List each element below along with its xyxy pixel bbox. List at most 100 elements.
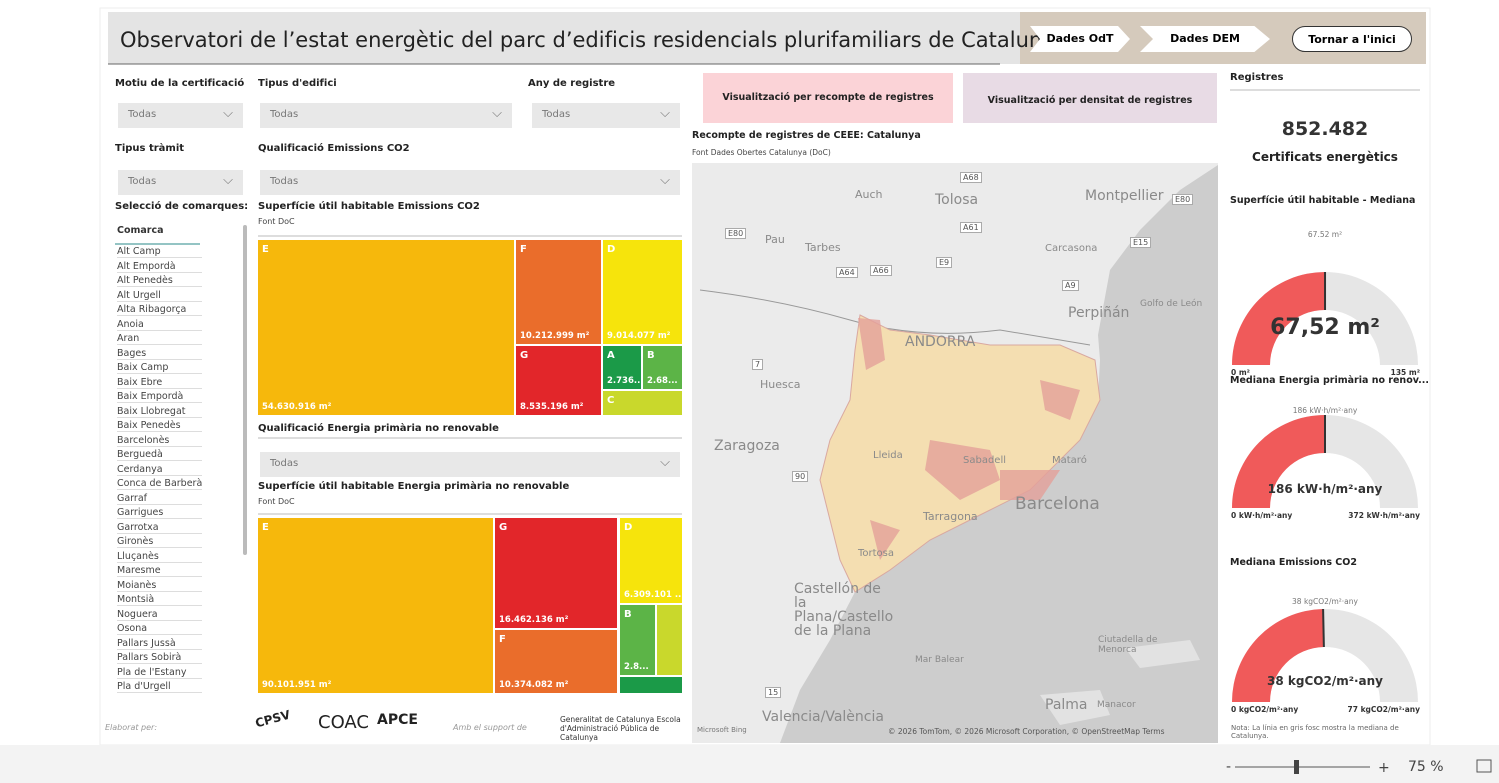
list-item[interactable]: Pallars Sobirà <box>117 652 202 664</box>
chevron: ⌵ <box>492 106 502 121</box>
list-item[interactable]: Garrigues <box>117 507 202 519</box>
tile-label: D <box>607 244 678 255</box>
list-item[interactable]: Gironès <box>117 536 202 548</box>
treemap-tile[interactable] <box>657 605 682 675</box>
map-label: Barcelona <box>1015 494 1100 514</box>
list-item[interactable]: Alt Urgell <box>117 290 202 302</box>
list-item[interactable]: Lluçanès <box>117 551 202 563</box>
dropdown[interactable]: Todas⌵ <box>260 170 680 195</box>
gauge-title: Mediana Emissions CO2 <box>1230 557 1357 568</box>
dropdown[interactable]: Todas⌵ <box>532 103 680 128</box>
list-item[interactable]: Pla d'Urgell <box>117 681 202 693</box>
count: 852.482 <box>1230 118 1420 140</box>
list-item[interactable]: Bages <box>117 348 202 360</box>
status-bar <box>0 745 1499 783</box>
map-label: ANDORRA <box>905 334 975 350</box>
tile-value: 2.8... <box>624 662 649 672</box>
chevron: ⌵ <box>660 455 670 470</box>
zoom-in[interactable]: + <box>1378 760 1390 776</box>
list-item[interactable]: Pallars Jussà <box>117 638 202 650</box>
road-shield: E15 <box>1130 237 1151 248</box>
dropdown[interactable]: Todas⌵ <box>260 103 512 128</box>
nav-button[interactable]: Dades OdT <box>1030 26 1130 52</box>
map-label: Carcasona <box>1045 243 1097 254</box>
treemap-tile[interactable]: C <box>603 391 682 415</box>
list-item[interactable]: Alt Empordà <box>117 261 202 273</box>
view-button[interactable]: Visualització per recompte de registres <box>703 73 953 123</box>
zoom-thumb[interactable] <box>1294 760 1299 774</box>
list-item[interactable]: Anoia <box>117 319 202 331</box>
dropdown[interactable]: Todas⌵ <box>118 103 243 128</box>
list-item[interactable]: Garrotxa <box>117 522 202 534</box>
list-item[interactable]: Cerdanya <box>117 464 202 476</box>
list-item[interactable]: Conca de Barberà <box>117 478 202 490</box>
road-shield: E80 <box>725 228 746 239</box>
list-item[interactable]: Alt Penedès <box>117 275 202 287</box>
gauge-value-label: 186 kW·h/m²·any <box>1230 482 1420 496</box>
tile-value: 9.014.077 m² <box>607 331 670 341</box>
list-item[interactable]: Berguedà <box>117 449 202 461</box>
map-label: Lleida <box>873 450 903 461</box>
road-shield: A66 <box>870 265 892 276</box>
treemap-tile[interactable]: D 9.014.077 m² <box>603 240 682 344</box>
list-item[interactable]: Garraf <box>117 493 202 505</box>
list-item[interactable]: Maresme <box>117 565 202 577</box>
treemap-tile[interactable]: E 90.101.951 m² <box>258 518 493 693</box>
tile-value: 6.309.101 ... <box>624 590 682 600</box>
map-label: Tortosa <box>858 548 894 559</box>
tile-label: E <box>262 522 489 533</box>
list-item[interactable]: Osona <box>117 623 202 635</box>
treemap-title: Superfície útil habitable Emissions CO2 <box>258 201 480 212</box>
road-shield: E9 <box>936 257 952 268</box>
treemap-tile[interactable]: D 6.309.101 ... <box>620 518 682 603</box>
map-label: Mataró <box>1052 455 1087 466</box>
gauge-max: 77 kgCO2/m²·any <box>1230 705 1420 714</box>
list-item[interactable]: Pla de l'Estany <box>117 667 202 679</box>
treemap-tile[interactable] <box>620 677 682 693</box>
nav-button[interactable]: Tornar a l'inici <box>1292 26 1412 52</box>
list-item[interactable]: Barcelonès <box>117 435 202 447</box>
treemap-source: Font DoC <box>258 217 295 226</box>
tile-value: 2.736... <box>607 376 641 386</box>
list-item[interactable]: Baix Penedès <box>117 420 202 432</box>
tile-label: G <box>520 350 597 361</box>
tile-value: 90.101.951 m² <box>262 680 331 690</box>
scrollbar[interactable] <box>243 225 247 555</box>
filter-label: Any de registre <box>528 78 615 89</box>
tile-label: D <box>624 522 678 533</box>
treemap-title: Superfície útil habitable Energia primàr… <box>258 481 569 492</box>
nav-button[interactable]: Dades DEM <box>1140 26 1270 52</box>
map-label: Tarbes <box>805 241 841 254</box>
list-item[interactable]: Baix Llobregat <box>117 406 202 418</box>
map-label: Huesca <box>760 378 801 391</box>
list-item[interactable]: Montsià <box>117 594 202 606</box>
road-shield: 7 <box>752 359 763 370</box>
gauge-title: Superfície útil habitable - Mediana <box>1230 195 1415 206</box>
view-button[interactable]: Visualització per densitat de registres <box>963 73 1217 123</box>
list-item[interactable]: Moianès <box>117 580 202 592</box>
list-item[interactable]: Alt Camp <box>117 246 202 258</box>
list-header: Comarca <box>117 225 164 236</box>
road-shield: A9 <box>1062 280 1079 291</box>
tile-value: 10.212.999 m² <box>520 331 589 341</box>
institution: Generalitat de Catalunya Escola d'Admini… <box>560 715 685 742</box>
map-label: Montpellier <box>1085 188 1164 204</box>
zoom-out[interactable]: - <box>1226 759 1231 775</box>
list-item[interactable]: Baix Empordà <box>117 391 202 403</box>
filter-label: Motiu de la certificació <box>115 78 244 89</box>
dropdown[interactable]: Todas⌵ <box>118 170 243 195</box>
dropdown[interactable]: Todas⌵ <box>260 452 680 477</box>
list-item[interactable]: Alta Ribagorça <box>117 304 202 316</box>
list-item[interactable]: Aran <box>117 333 202 345</box>
list-item[interactable]: Baix Ebre <box>117 377 202 389</box>
list-item[interactable]: Baix Camp <box>117 362 202 374</box>
list-item[interactable]: Noguera <box>117 609 202 621</box>
